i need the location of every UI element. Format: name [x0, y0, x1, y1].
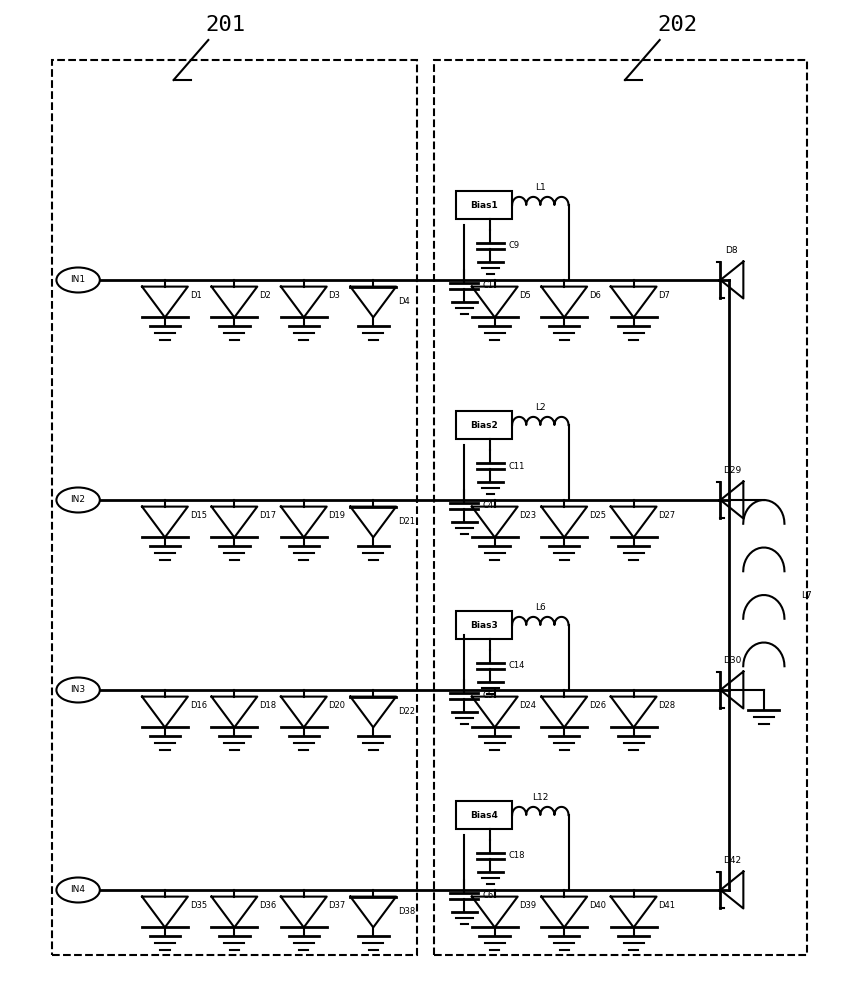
Text: Bias1: Bias1 [470, 200, 497, 210]
Text: D18: D18 [260, 701, 276, 710]
Text: D39: D39 [520, 901, 536, 910]
Text: D5: D5 [520, 291, 531, 300]
Text: D28: D28 [659, 701, 675, 710]
Text: D24: D24 [520, 701, 536, 710]
Text: Bias3: Bias3 [470, 620, 497, 630]
Text: D29: D29 [723, 466, 741, 475]
Text: C1: C1 [483, 282, 494, 290]
Text: D2: D2 [260, 291, 271, 300]
Text: L6: L6 [535, 603, 546, 612]
Text: D35: D35 [190, 901, 207, 910]
Text: C4: C4 [483, 502, 494, 510]
Text: D8: D8 [726, 246, 738, 255]
Text: L1: L1 [535, 183, 546, 192]
Text: C14: C14 [509, 662, 525, 671]
Bar [456, 411, 512, 439]
Text: IN4: IN4 [70, 886, 86, 894]
Text: D26: D26 [589, 701, 606, 710]
Text: L2: L2 [535, 403, 546, 412]
Text: D27: D27 [659, 511, 675, 520]
Text: 202: 202 [657, 15, 697, 35]
Text: D23: D23 [520, 511, 536, 520]
Text: C5: C5 [483, 692, 494, 700]
Text: Bias2: Bias2 [470, 420, 497, 430]
Text: L7: L7 [801, 590, 812, 599]
Text: D40: D40 [589, 901, 606, 910]
Bar [456, 191, 512, 219]
Text: L12: L12 [532, 793, 549, 802]
Bar [434, 60, 807, 955]
Text: 201: 201 [206, 15, 246, 35]
Text: D42: D42 [723, 856, 741, 865]
Text: D1: D1 [190, 291, 201, 300]
Text: D20: D20 [329, 701, 345, 710]
Text: D4: D4 [398, 298, 410, 306]
Text: C9: C9 [509, 241, 520, 250]
Text: D16: D16 [190, 701, 207, 710]
Text: D41: D41 [659, 901, 675, 910]
Text: D6: D6 [589, 291, 601, 300]
Bar [52, 60, 417, 955]
Text: D36: D36 [260, 901, 276, 910]
Text: IN2: IN2 [70, 495, 86, 504]
Text: D15: D15 [190, 511, 207, 520]
Text: D22: D22 [398, 708, 415, 716]
Text: C11: C11 [509, 462, 525, 471]
Text: D3: D3 [329, 291, 340, 300]
Bar [456, 611, 512, 639]
Text: D38: D38 [398, 908, 415, 916]
Text: D30: D30 [723, 656, 741, 665]
Text: Bias4: Bias4 [470, 810, 498, 820]
Text: D25: D25 [589, 511, 606, 520]
Text: D17: D17 [260, 511, 276, 520]
Text: C18: C18 [509, 852, 525, 860]
Text: C6: C6 [483, 892, 494, 900]
Text: IN1: IN1 [70, 275, 86, 284]
Text: D21: D21 [398, 518, 415, 526]
Text: D37: D37 [329, 901, 345, 910]
Text: IN3: IN3 [70, 686, 86, 694]
Bar [456, 801, 512, 829]
Text: D19: D19 [329, 511, 345, 520]
Text: D7: D7 [659, 291, 670, 300]
